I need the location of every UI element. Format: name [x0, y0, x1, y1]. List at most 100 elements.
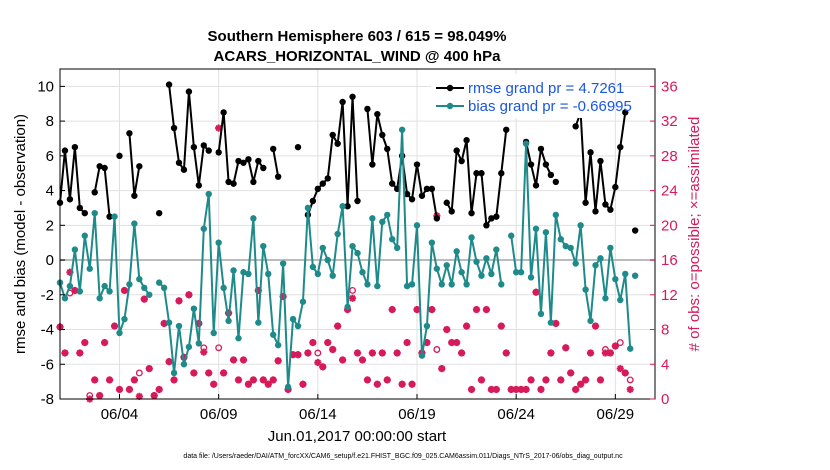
- legend-box: [431, 74, 610, 118]
- obs-assimilated-marker: [309, 338, 317, 347]
- bias-point: [81, 232, 88, 239]
- obs-assimilated-stroke: [116, 386, 123, 393]
- obs-possible-marker: [433, 346, 441, 353]
- obs-assimilated-stroke: [468, 386, 475, 393]
- obs-assimilated-stroke: [478, 376, 485, 384]
- obs-assimilated-stroke: [626, 386, 634, 393]
- data-file-footnote: data file: /Users/raeder/DAI/ATM_forcXX/…: [183, 453, 623, 460]
- obs-possible-marker: [626, 376, 634, 384]
- obs-assimilated-stroke: [220, 369, 227, 377]
- bias-point: [86, 265, 93, 272]
- obs-assimilated-stroke: [146, 365, 153, 372]
- bias-point: [423, 322, 431, 330]
- obs-assimilated-stroke: [334, 322, 341, 330]
- rmse-point: [190, 143, 198, 151]
- obs-assimilated-stroke: [314, 359, 322, 366]
- obs-assimilated-marker: [368, 349, 376, 357]
- obs-assimilated-marker: [492, 385, 500, 394]
- bias-point: [304, 204, 312, 212]
- obs-assimilated-marker: [76, 349, 84, 357]
- rmse-point: [314, 185, 322, 193]
- obs-assimilated-stroke: [587, 349, 594, 357]
- obs-assimilated-marker: [339, 356, 347, 364]
- bias-point: [299, 298, 307, 305]
- obs-assimilated-marker: [581, 376, 590, 384]
- obs-assimilated-marker: [547, 349, 555, 357]
- rmse-point: [488, 215, 495, 222]
- obs-assimilated-marker: [596, 376, 605, 384]
- bias-point: [617, 296, 624, 304]
- obs-assimilated-marker: [383, 376, 391, 384]
- obs-assimilated-marker: [205, 369, 213, 377]
- bias-point: [66, 282, 74, 290]
- obs-assimilated-marker: [269, 376, 277, 384]
- obs-possible-marker: [616, 339, 624, 347]
- obs-assimilated-marker: [259, 376, 267, 384]
- bias-point: [458, 269, 465, 276]
- bias-point: [468, 234, 475, 241]
- rmse-point: [116, 152, 123, 160]
- right-tick-label: 24: [661, 183, 678, 200]
- bias-point: [220, 284, 227, 292]
- legend-bias-label: bias grand pr = -0.66995: [468, 98, 632, 115]
- bias-point: [195, 340, 203, 347]
- rmse-point: [542, 161, 550, 168]
- bias-point: [508, 232, 515, 239]
- legend-bias-marker: [446, 102, 454, 110]
- obs-assimilated-stroke: [339, 356, 346, 364]
- bias-point: [488, 270, 495, 278]
- obs-assimilated-stroke: [369, 349, 376, 357]
- left-tick-label: 0: [46, 252, 54, 269]
- legend-rmse-label: rmse grand pr = 4.7261: [468, 80, 624, 97]
- rmse-point: [96, 163, 103, 170]
- rmse-point: [374, 110, 381, 118]
- rmse-point: [274, 173, 282, 180]
- bias-point: [136, 275, 143, 283]
- obs-assimilated-marker: [190, 369, 198, 377]
- obs-assimilated-stroke: [498, 322, 505, 330]
- obs-assimilated-marker: [591, 322, 600, 330]
- obs-assimilated-stroke: [215, 124, 222, 132]
- obs-assimilated-stroke: [170, 376, 178, 384]
- bias-point: [453, 248, 460, 255]
- rmse-point: [165, 81, 173, 88]
- obs-assimilated-stroke: [240, 356, 247, 364]
- obs-assimilated-stroke: [488, 386, 495, 393]
- obs-assimilated-marker: [160, 319, 168, 328]
- x-tick-label: 06/19: [398, 406, 436, 423]
- bias-point: [552, 211, 560, 219]
- bias-point: [61, 295, 69, 302]
- bias-point: [91, 209, 98, 217]
- obs-assimilated-stroke: [592, 322, 599, 330]
- right-tick-label: 28: [661, 148, 678, 165]
- rmse-point: [339, 98, 346, 106]
- obs-assimilated-stroke: [269, 376, 277, 384]
- obs-assimilated-stroke: [96, 392, 103, 399]
- obs-assimilated-stroke: [121, 287, 128, 294]
- obs-assimilated-stroke: [265, 381, 272, 388]
- bias-series: [56, 126, 639, 391]
- bias-point: [448, 281, 455, 288]
- rmse-point: [448, 208, 455, 215]
- obs-assimilated-stroke: [294, 351, 302, 358]
- bias-point: [185, 343, 193, 351]
- obs-assimilated-stroke: [304, 349, 312, 357]
- obs-assimilated-stroke: [403, 339, 411, 346]
- rmse-point: [631, 227, 639, 234]
- rmse-point: [453, 147, 460, 154]
- bias-point: [562, 242, 569, 250]
- rmse-point: [443, 199, 450, 206]
- rmse-point: [334, 140, 341, 147]
- bias-point: [359, 269, 366, 276]
- rmse-point: [597, 157, 604, 165]
- obs-assimilated-marker: [467, 385, 476, 394]
- obs-assimilated-marker: [120, 286, 129, 295]
- obs-assimilated-stroke: [126, 386, 133, 393]
- obs-assimilated-stroke: [349, 295, 356, 302]
- bias-point: [364, 281, 371, 288]
- obs-assimilated-marker: [353, 349, 362, 357]
- rmse-point: [220, 109, 227, 116]
- obs-assimilated-marker: [264, 380, 272, 388]
- rmse-point: [607, 206, 614, 213]
- obs-assimilated-stroke: [617, 365, 624, 372]
